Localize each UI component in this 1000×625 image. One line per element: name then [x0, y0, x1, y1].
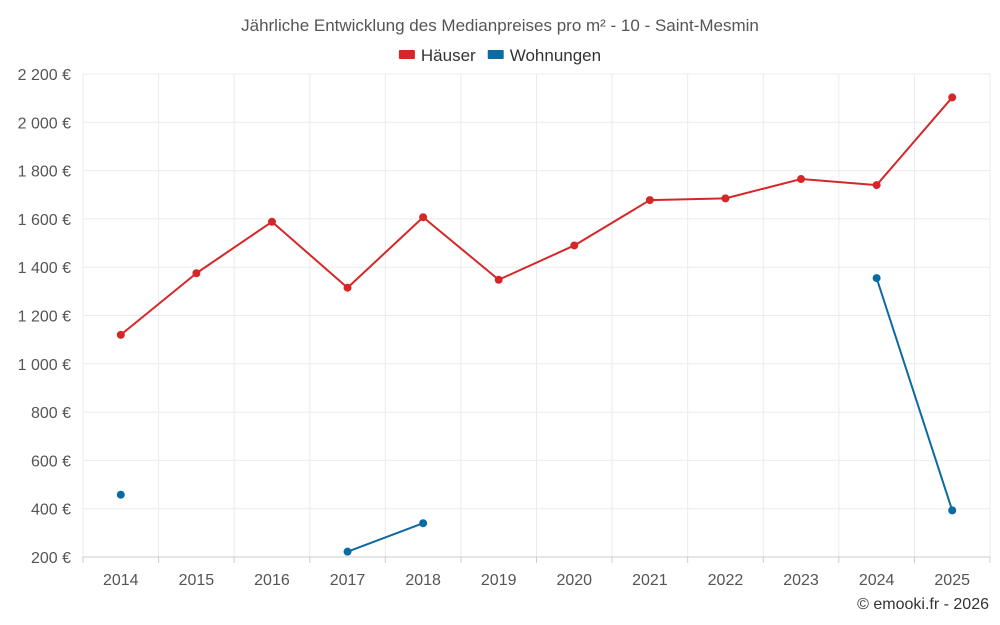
x-tick-label: 2021 [632, 572, 668, 589]
x-tick-label: 2016 [254, 572, 290, 589]
x-tick-label: 2015 [179, 572, 215, 589]
series-line-haeuser [422, 216, 500, 281]
series-line-haeuser [800, 178, 878, 187]
legend-item[interactable]: Häuser [398, 46, 476, 65]
y-tick-label: 1 000 € [18, 357, 71, 374]
series-line-haeuser [573, 199, 651, 247]
data-point-wohnungen[interactable] [419, 519, 428, 528]
y-tick-label: 1 200 € [18, 309, 71, 326]
legend: Häuser Wohnungen [398, 46, 601, 65]
data-point-haeuser[interactable] [948, 93, 957, 102]
x-tick-label: 2017 [330, 572, 366, 589]
data-point-haeuser[interactable] [721, 194, 730, 203]
series-line-haeuser [648, 197, 727, 202]
series-line-wohnungen [875, 277, 954, 512]
data-point-haeuser[interactable] [116, 330, 125, 339]
chart-title: Jährliche Entwicklung des Medianpreises … [241, 16, 759, 35]
data-point-haeuser[interactable] [494, 275, 503, 284]
x-tick-label: 2020 [556, 572, 592, 589]
series-line-haeuser [875, 96, 954, 187]
x-tick-label: 2025 [934, 572, 970, 589]
legend-label: Wohnungen [510, 46, 601, 65]
series-line-wohnungen [346, 522, 425, 553]
data-point-haeuser[interactable] [419, 213, 428, 222]
y-tick-label: 600 € [31, 453, 71, 470]
data-point-haeuser[interactable] [872, 181, 881, 190]
legend-label: Häuser [421, 46, 476, 65]
y-tick-label: 1 400 € [18, 260, 71, 277]
series-line-haeuser [119, 272, 198, 336]
data-point-haeuser[interactable] [797, 175, 806, 184]
data-point-haeuser[interactable] [192, 269, 201, 278]
data-point-haeuser[interactable] [645, 196, 654, 205]
legend-swatch [398, 50, 415, 59]
data-point-wohnungen[interactable] [343, 547, 352, 556]
x-tick-label: 2022 [708, 572, 744, 589]
series [116, 93, 957, 556]
y-tick-label: 2 200 € [18, 67, 71, 84]
y-tick-label: 2 000 € [18, 115, 71, 132]
data-point-wohnungen[interactable] [116, 490, 125, 499]
grid [82, 73, 991, 563]
series-line-haeuser [270, 220, 349, 289]
series-line-haeuser [724, 178, 803, 200]
y-tick-label: 200 € [31, 550, 71, 567]
series-line-haeuser [195, 220, 273, 275]
copyright-notice: © emooki.fr - 2026 [857, 596, 989, 613]
x-axis: 2014 2015 2016 2017 2018 2019 2020 2021 2022 2023… [103, 572, 970, 589]
x-tick-label: 2023 [783, 572, 819, 589]
series-line-haeuser [497, 244, 576, 281]
y-tick-label: 400 € [31, 502, 71, 519]
data-point-wohnungen[interactable] [872, 274, 881, 283]
legend-swatch [487, 50, 504, 59]
y-tick-label: 1 600 € [18, 212, 71, 229]
data-point-haeuser[interactable] [267, 217, 276, 226]
x-tick-label: 2024 [859, 572, 895, 589]
x-tick-label: 2019 [481, 572, 517, 589]
y-tick-label: 1 800 € [18, 164, 71, 181]
x-tick-label: 2014 [103, 572, 139, 589]
y-tick-label: 800 € [31, 405, 71, 422]
legend-item[interactable]: Wohnungen [487, 46, 601, 65]
y-axis: 200 € 400 € 600 € 800 € 1 000 € 1 200 € 1 400 … [18, 67, 71, 567]
x-tick-label: 2018 [405, 572, 441, 589]
data-point-haeuser[interactable] [570, 241, 579, 250]
data-point-wohnungen[interactable] [948, 506, 957, 515]
series-line-haeuser [346, 216, 425, 289]
data-point-haeuser[interactable] [343, 283, 352, 292]
